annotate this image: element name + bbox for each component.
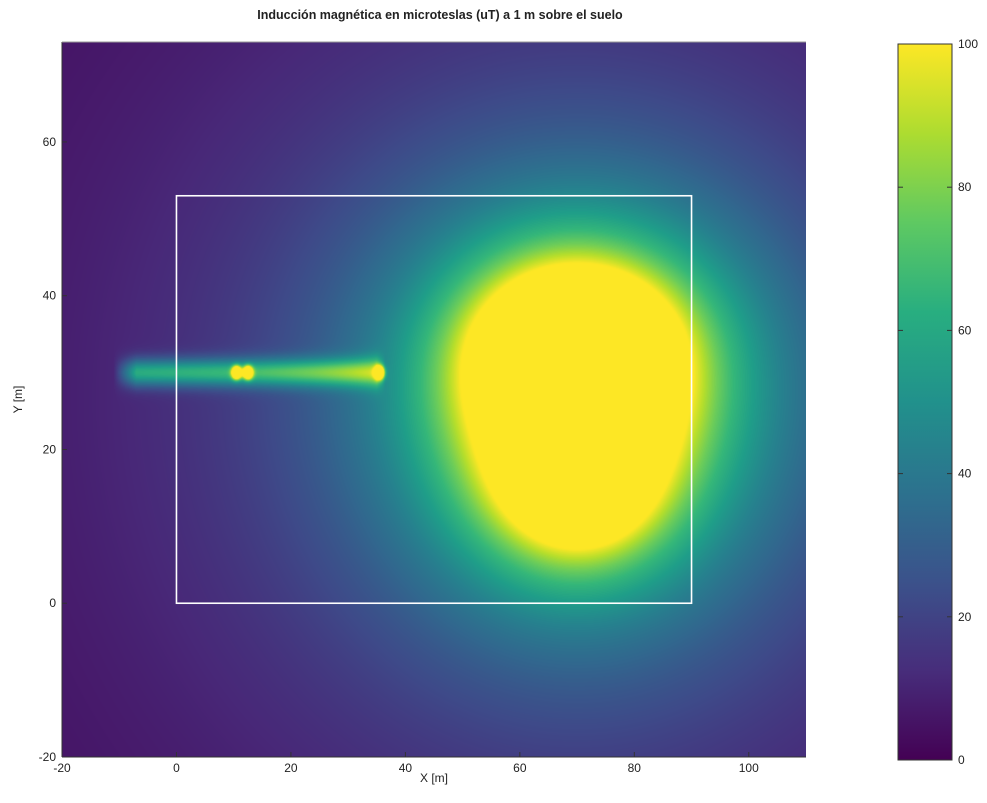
chart-title: Inducción magnética en microteslas (uT) …: [257, 8, 623, 22]
y-tick-label: 20: [43, 442, 57, 456]
colorbar-tick-label: 0: [958, 753, 965, 767]
x-tick-label: -20: [53, 761, 71, 775]
x-tick-label: 60: [513, 761, 527, 775]
colorbar-tick-label: 60: [958, 323, 972, 337]
x-tick-label: 0: [173, 761, 180, 775]
boundary-rectangle: [175, 194, 693, 605]
y-tick-label: -20: [39, 750, 57, 764]
y-axis-label: Y [m]: [11, 386, 25, 414]
colorbar-tick-label: 40: [958, 467, 972, 481]
y-tick-label: 40: [43, 289, 57, 303]
colorbar-tick-label: 20: [958, 610, 972, 624]
y-tick-label: 0: [49, 596, 56, 610]
x-tick-label: 100: [739, 761, 759, 775]
colorbar-tick-label: 100: [958, 37, 978, 51]
x-tick-label: 20: [284, 761, 298, 775]
colorbar-tick-label: 80: [958, 180, 972, 194]
colorbar: [897, 43, 953, 761]
x-tick-label: 80: [628, 761, 642, 775]
x-axis-label: X [m]: [420, 771, 448, 785]
heatmap-field: [62, 42, 806, 757]
x-tick-label: 40: [399, 761, 413, 775]
y-tick-label: 60: [43, 135, 57, 149]
